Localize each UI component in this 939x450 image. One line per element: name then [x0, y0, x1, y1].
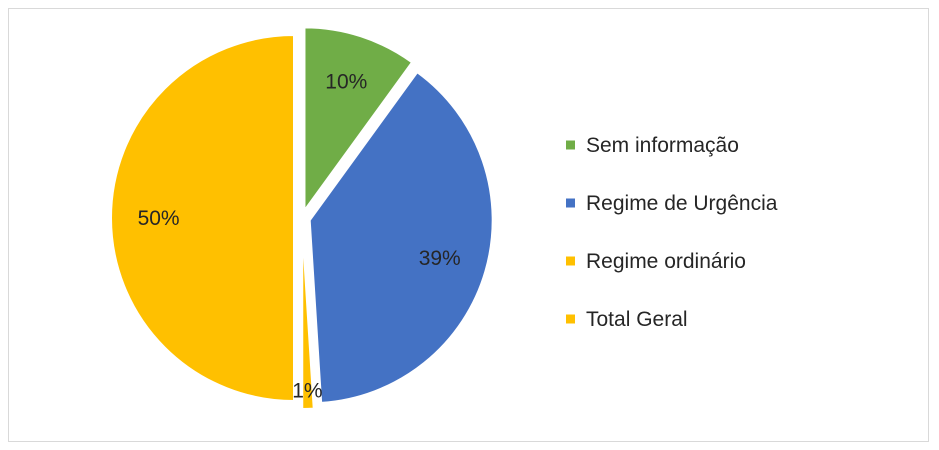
legend-swatch: [566, 314, 575, 324]
legend-label: Sem informação: [586, 134, 739, 157]
pie-data-labels: 10% 39% 1% 50%: [138, 71, 461, 403]
legend-label: Total Geral: [586, 308, 688, 331]
legend-swatch: [566, 256, 575, 266]
pie-data-label: 1%: [292, 380, 322, 403]
pie-slice-regime-de-urg-ncia: [308, 70, 494, 404]
legend-swatch: [566, 198, 575, 208]
pie-data-label: 39%: [419, 247, 461, 270]
pie-slice-total-geral: [110, 33, 295, 403]
legend-label: Regime ordinário: [586, 250, 746, 273]
pie-slice-sem-informa-o: [303, 26, 414, 214]
pie-data-label: 50%: [138, 207, 180, 230]
legend: Sem informação Regime de Urgência Regime o…: [566, 134, 778, 331]
pie-slices: [110, 26, 494, 410]
legend-label: Regime de Urgência: [586, 192, 778, 215]
pie-slice-regime-ordin-rio: [301, 225, 315, 410]
legend-swatch: [566, 140, 575, 150]
pie-data-label: 10%: [325, 71, 367, 94]
